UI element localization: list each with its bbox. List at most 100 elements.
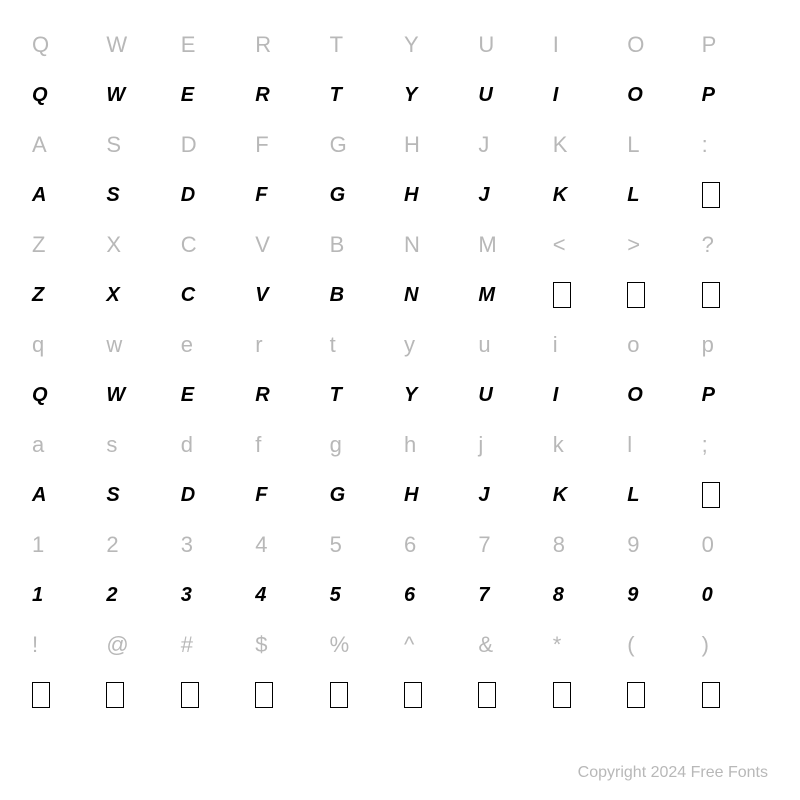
ref-cell: J bbox=[474, 120, 548, 170]
glyph-character: D bbox=[181, 184, 196, 207]
reference-character: 8 bbox=[553, 532, 565, 558]
glyph-character: B bbox=[330, 284, 345, 307]
reference-character: Q bbox=[32, 32, 49, 58]
glyph-cell: O bbox=[623, 370, 697, 420]
glyph-cell: K bbox=[549, 170, 623, 220]
reference-character: ? bbox=[702, 232, 714, 258]
glyph-cell bbox=[102, 670, 176, 720]
ref-cell: C bbox=[177, 220, 251, 270]
glyph-cell: R bbox=[251, 70, 325, 120]
glyph-cell bbox=[177, 670, 251, 720]
glyph-cell: G bbox=[326, 170, 400, 220]
reference-character: p bbox=[702, 332, 714, 358]
ref-cell: * bbox=[549, 620, 623, 670]
reference-character: ; bbox=[702, 432, 708, 458]
glyph-character: H bbox=[404, 184, 419, 207]
reference-character: u bbox=[478, 332, 490, 358]
glyph-cell: H bbox=[400, 470, 474, 520]
glyph-cell: J bbox=[474, 170, 548, 220]
missing-glyph-box bbox=[404, 682, 422, 708]
ref-cell: ( bbox=[623, 620, 697, 670]
ref-cell: l bbox=[623, 420, 697, 470]
glyph-cell: P bbox=[698, 370, 772, 420]
ref-cell: g bbox=[326, 420, 400, 470]
ref-cell: s bbox=[102, 420, 176, 470]
ref-cell: Z bbox=[28, 220, 102, 270]
reference-character: 0 bbox=[702, 532, 714, 558]
glyph-character: G bbox=[330, 484, 346, 507]
reference-character: ) bbox=[702, 632, 709, 658]
reference-character: w bbox=[106, 332, 122, 358]
ref-cell: W bbox=[102, 20, 176, 70]
glyph-character: F bbox=[255, 484, 268, 507]
reference-character: T bbox=[330, 32, 343, 58]
ref-cell: w bbox=[102, 320, 176, 370]
glyph-cell: W bbox=[102, 370, 176, 420]
glyph-character: Y bbox=[404, 384, 418, 407]
glyph-cell: D bbox=[177, 170, 251, 220]
glyph-character: N bbox=[404, 284, 419, 307]
glyph-cell: C bbox=[177, 270, 251, 320]
missing-glyph-box bbox=[181, 682, 199, 708]
glyph-cell: I bbox=[549, 370, 623, 420]
glyph-character: G bbox=[330, 184, 346, 207]
glyph-cell: K bbox=[549, 470, 623, 520]
ref-cell: > bbox=[623, 220, 697, 270]
reference-character: * bbox=[553, 632, 562, 658]
glyph-cell bbox=[698, 270, 772, 320]
glyph-cell: 1 bbox=[28, 570, 102, 620]
ref-cell: I bbox=[549, 20, 623, 70]
reference-character: i bbox=[553, 332, 558, 358]
glyph-character: I bbox=[553, 84, 559, 107]
reference-character: M bbox=[478, 232, 496, 258]
ref-cell: @ bbox=[102, 620, 176, 670]
glyph-cell: Q bbox=[28, 370, 102, 420]
ref-cell: V bbox=[251, 220, 325, 270]
glyph-cell: 9 bbox=[623, 570, 697, 620]
glyph-character: 5 bbox=[330, 584, 342, 607]
ref-cell: k bbox=[549, 420, 623, 470]
glyph-cell: R bbox=[251, 370, 325, 420]
glyph-cell: 5 bbox=[326, 570, 400, 620]
glyph-character: F bbox=[255, 184, 268, 207]
reference-character: S bbox=[106, 132, 121, 158]
reference-character: Y bbox=[404, 32, 419, 58]
reference-character: @ bbox=[106, 632, 128, 658]
glyph-character: Q bbox=[32, 84, 48, 107]
glyph-cell bbox=[623, 670, 697, 720]
glyph-character: 1 bbox=[32, 584, 44, 607]
glyph-character: E bbox=[181, 384, 195, 407]
reference-character: C bbox=[181, 232, 197, 258]
glyph-character: P bbox=[702, 84, 716, 107]
glyph-cell bbox=[400, 670, 474, 720]
glyph-character: A bbox=[32, 184, 47, 207]
glyph-character: T bbox=[330, 384, 343, 407]
glyph-character: C bbox=[181, 284, 196, 307]
reference-character: 4 bbox=[255, 532, 267, 558]
reference-character: R bbox=[255, 32, 271, 58]
glyph-cell: E bbox=[177, 70, 251, 120]
reference-character: Z bbox=[32, 232, 45, 258]
missing-glyph-box bbox=[106, 682, 124, 708]
font-character-map: QWERTYUIOPQWERTYUIOPASDFGHJKL:ASDFGHJKLZ… bbox=[28, 20, 772, 720]
reference-character: 2 bbox=[106, 532, 118, 558]
ref-cell: B bbox=[326, 220, 400, 270]
reference-character: $ bbox=[255, 632, 267, 658]
glyph-character: M bbox=[478, 284, 495, 307]
reference-character: l bbox=[627, 432, 632, 458]
reference-character: N bbox=[404, 232, 420, 258]
glyph-character: 2 bbox=[106, 584, 118, 607]
glyph-character: V bbox=[255, 284, 269, 307]
ref-cell: Y bbox=[400, 20, 474, 70]
glyph-cell bbox=[549, 270, 623, 320]
glyph-cell: B bbox=[326, 270, 400, 320]
glyph-character: S bbox=[106, 484, 120, 507]
ref-cell: u bbox=[474, 320, 548, 370]
reference-character: d bbox=[181, 432, 193, 458]
glyph-character: 4 bbox=[255, 584, 267, 607]
glyph-cell: N bbox=[400, 270, 474, 320]
glyph-cell: U bbox=[474, 70, 548, 120]
ref-cell: X bbox=[102, 220, 176, 270]
glyph-cell: X bbox=[102, 270, 176, 320]
glyph-cell: O bbox=[623, 70, 697, 120]
